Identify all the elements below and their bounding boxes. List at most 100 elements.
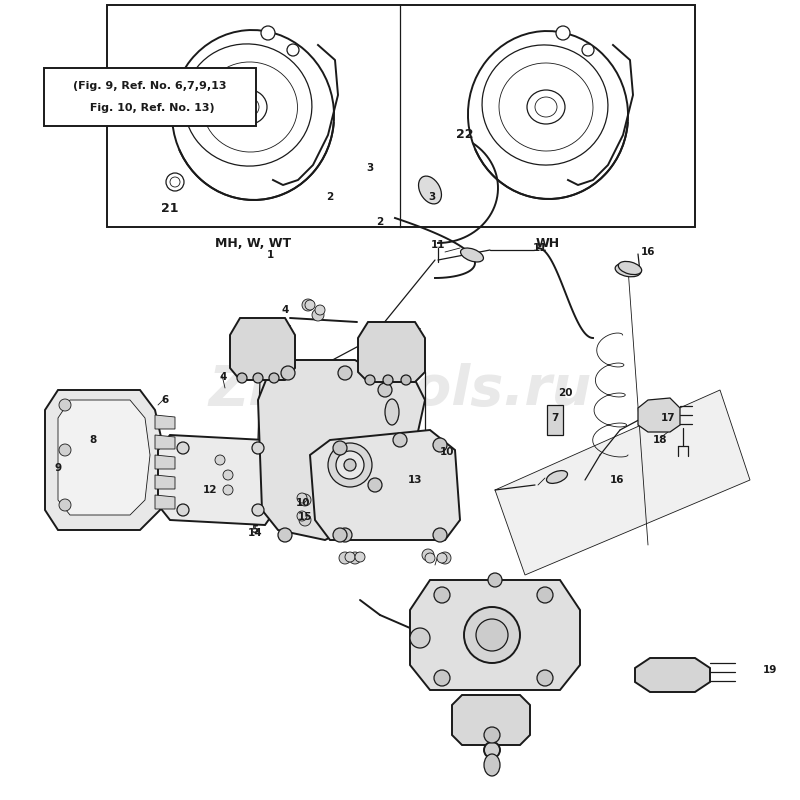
Circle shape (338, 366, 352, 380)
Circle shape (433, 528, 447, 542)
Circle shape (434, 670, 450, 686)
Text: 22: 22 (456, 129, 474, 142)
Circle shape (166, 173, 184, 191)
Text: 21: 21 (162, 202, 178, 215)
Circle shape (556, 26, 570, 40)
Polygon shape (310, 430, 460, 540)
Polygon shape (635, 658, 710, 692)
Circle shape (252, 442, 264, 454)
Text: 17: 17 (661, 413, 675, 423)
Ellipse shape (385, 399, 399, 425)
Text: 9: 9 (54, 463, 62, 473)
Text: 3: 3 (428, 192, 436, 202)
Ellipse shape (461, 248, 483, 262)
Polygon shape (155, 475, 175, 489)
Polygon shape (155, 455, 175, 469)
Text: 8: 8 (90, 435, 97, 445)
Circle shape (328, 443, 372, 487)
Circle shape (439, 552, 451, 564)
Text: 6: 6 (162, 395, 169, 405)
Text: Fig. 10, Ref. No. 13): Fig. 10, Ref. No. 13) (86, 103, 214, 114)
Text: 20: 20 (558, 388, 572, 398)
Polygon shape (258, 360, 425, 540)
Circle shape (299, 494, 311, 506)
Text: 4: 4 (282, 305, 289, 315)
Text: 14: 14 (248, 528, 262, 538)
Circle shape (252, 504, 264, 516)
Circle shape (410, 628, 430, 648)
Circle shape (401, 375, 411, 385)
Text: 11: 11 (533, 243, 547, 253)
Circle shape (299, 514, 311, 526)
Text: 2: 2 (326, 192, 334, 202)
Circle shape (344, 459, 356, 471)
Polygon shape (410, 580, 580, 690)
Polygon shape (452, 695, 530, 745)
Polygon shape (230, 318, 295, 380)
Text: WH: WH (536, 237, 560, 250)
Circle shape (488, 573, 502, 587)
Bar (44, 68, 256, 126)
Circle shape (355, 552, 365, 562)
Text: 18: 18 (653, 435, 667, 445)
Circle shape (393, 433, 407, 447)
Circle shape (177, 504, 189, 516)
Ellipse shape (618, 262, 642, 274)
Text: 2: 2 (376, 217, 384, 227)
Circle shape (305, 300, 315, 310)
Text: 3: 3 (366, 163, 374, 173)
Circle shape (237, 373, 247, 383)
Circle shape (297, 511, 307, 521)
Circle shape (302, 299, 314, 311)
Text: 15: 15 (298, 512, 312, 522)
Circle shape (59, 499, 71, 511)
Circle shape (484, 727, 500, 743)
Text: 10: 10 (440, 447, 454, 457)
Ellipse shape (484, 754, 500, 776)
Circle shape (349, 552, 361, 564)
Circle shape (269, 373, 279, 383)
Ellipse shape (418, 176, 442, 204)
Text: 16: 16 (610, 475, 624, 485)
Text: ZinaTools.ru: ZinaTools.ru (208, 363, 592, 417)
Text: 12: 12 (202, 485, 218, 495)
Circle shape (315, 305, 325, 315)
Circle shape (422, 549, 434, 561)
Circle shape (297, 493, 307, 503)
Polygon shape (638, 398, 680, 432)
Circle shape (333, 528, 347, 542)
Circle shape (434, 587, 450, 603)
Circle shape (215, 455, 225, 465)
Circle shape (312, 309, 324, 321)
Text: MH, W, WT: MH, W, WT (215, 237, 291, 250)
Circle shape (582, 44, 594, 56)
Circle shape (177, 442, 189, 454)
Circle shape (261, 26, 275, 40)
Text: 13: 13 (408, 475, 422, 485)
Bar (107, 5, 695, 227)
Circle shape (433, 438, 447, 452)
Polygon shape (58, 400, 150, 515)
Circle shape (537, 670, 553, 686)
Circle shape (339, 552, 351, 564)
Circle shape (378, 383, 392, 397)
Polygon shape (45, 390, 165, 530)
Circle shape (464, 607, 520, 663)
Text: 19: 19 (763, 665, 777, 675)
Text: 16: 16 (641, 247, 655, 257)
Text: 11: 11 (430, 240, 446, 250)
Bar (547, 405, 563, 435)
Circle shape (253, 373, 263, 383)
Circle shape (336, 451, 364, 479)
Circle shape (338, 528, 352, 542)
Polygon shape (158, 435, 278, 525)
Circle shape (365, 375, 375, 385)
Text: 5: 5 (251, 525, 258, 535)
Circle shape (223, 470, 233, 480)
Circle shape (59, 399, 71, 411)
Circle shape (476, 619, 508, 651)
Circle shape (437, 553, 447, 563)
Circle shape (368, 478, 382, 492)
Polygon shape (155, 435, 175, 449)
Circle shape (223, 485, 233, 495)
